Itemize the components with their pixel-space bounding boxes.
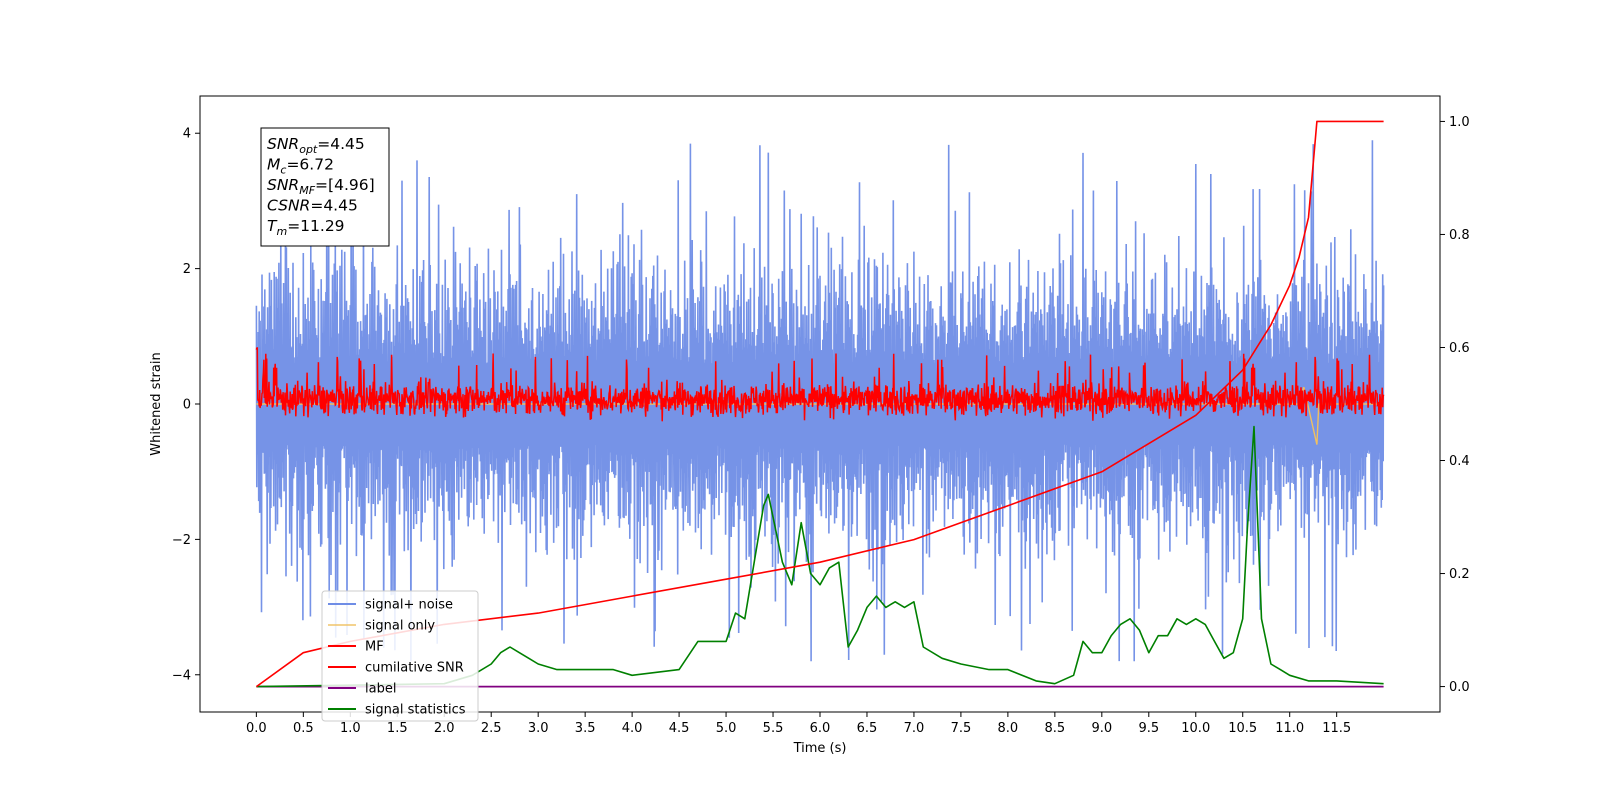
y-axis-label: Whitened strain	[149, 352, 164, 455]
annotation-line: SNRopt=4.45	[267, 135, 365, 156]
annotation-subscript: m	[276, 225, 287, 238]
annotation-symbol: SNR	[267, 176, 299, 194]
legend-label: signal statistics	[365, 703, 466, 718]
legend-frame	[321, 590, 479, 722]
legend-label: signal+ noise	[365, 598, 453, 613]
annotation-box: SNRopt=4.45Mc=6.72SNRMF=[4.96]CSNR=4.45T…	[260, 127, 390, 247]
series-mf-line	[255, 347, 1385, 422]
legend: signal+ noise signal only MF cumilative SNR…	[321, 590, 479, 722]
x-tick-label: 10.0	[1181, 721, 1210, 736]
y2-tick-label: 0.8	[1449, 228, 1470, 243]
annotation-line: Tm=11.29	[267, 217, 345, 238]
y2-tick-label: 0.6	[1449, 341, 1470, 356]
y2-tick-label: 0.4	[1449, 454, 1470, 469]
x-axis-label: Time (s)	[793, 741, 847, 756]
x-tick-label: 4.0	[622, 721, 643, 736]
x-tick-label: 3.0	[528, 721, 549, 736]
annotation-subscript: c	[280, 164, 286, 177]
x-tick-label: 6.5	[857, 721, 878, 736]
annotation-value: =4.45	[310, 197, 358, 215]
x-tick-label: 7.0	[904, 721, 925, 736]
annotation-subscript: opt	[299, 143, 318, 156]
y-axis-ticks: 4 2 0 −2 −4	[172, 127, 200, 683]
x-tick-label: 5.5	[763, 721, 784, 736]
y2-tick-label: 0.2	[1449, 567, 1470, 582]
x-tick-label: 5.0	[716, 721, 737, 736]
x-axis-ticks: 0.0 0.5 1.0 1.5 2.0 2.5 3.0 3.5 4.0 4.5 5.0 5.5 6.0 6…	[246, 712, 1351, 736]
annotation-subscript: MF	[299, 184, 315, 197]
series-signal-statistics-line	[256, 425, 1384, 688]
x-tick-label: 0.0	[246, 721, 267, 736]
x-tick-label: 4.5	[669, 721, 690, 736]
annotation-line: CSNR=4.45	[267, 197, 358, 215]
x-tick-label: 8.5	[1045, 721, 1066, 736]
series-signal-noise-line	[255, 140, 1385, 662]
annotation-symbol: M	[267, 156, 280, 174]
legend-label: signal only	[365, 619, 435, 634]
y2-tick-label: 0.0	[1449, 680, 1470, 695]
y-tick-label: −4	[172, 668, 191, 683]
x-tick-label: 9.5	[1138, 721, 1159, 736]
x-tick-label: 3.5	[575, 721, 596, 736]
x-tick-label: 8.0	[998, 721, 1019, 736]
annotation-symbol: CSNR	[267, 197, 310, 215]
annotation-value: =6.72	[286, 156, 334, 174]
x-tick-label: 11.5	[1322, 721, 1351, 736]
x-tick-label: 10.5	[1228, 721, 1257, 736]
y2-axis-ticks: 1.0 0.8 0.6 0.4 0.2 0.0	[1440, 115, 1470, 695]
legend-label: MF	[365, 640, 384, 655]
legend-label: cumilative SNR	[365, 661, 464, 676]
y-tick-label: 4	[183, 127, 191, 142]
legend-label: label	[365, 682, 396, 697]
annotation-value: =[4.96]	[315, 176, 375, 194]
x-tick-label: 2.0	[434, 721, 455, 736]
y2-tick-label: 1.0	[1449, 115, 1470, 130]
annotation-symbol: SNR	[267, 135, 299, 153]
x-tick-label: 6.0	[810, 721, 831, 736]
annotation-line: Mc=6.72	[267, 156, 334, 177]
x-tick-label: 1.5	[387, 721, 408, 736]
annotation-value: =11.29	[287, 217, 344, 235]
x-tick-label: 11.0	[1275, 721, 1304, 736]
y-tick-label: 0	[183, 398, 191, 413]
y-tick-label: −2	[172, 533, 191, 548]
y-tick-label: 2	[183, 262, 191, 277]
annotation-symbol: T	[267, 217, 278, 235]
annotation-value: =4.45	[317, 135, 365, 153]
x-tick-label: 0.5	[293, 721, 314, 736]
annotation-frame	[260, 127, 390, 247]
x-tick-label: 7.5	[951, 721, 972, 736]
x-tick-label: 9.0	[1091, 721, 1112, 736]
x-tick-label: 1.0	[340, 721, 361, 736]
annotation-line: SNRMF=[4.96]	[267, 176, 375, 197]
x-tick-label: 2.5	[481, 721, 502, 736]
